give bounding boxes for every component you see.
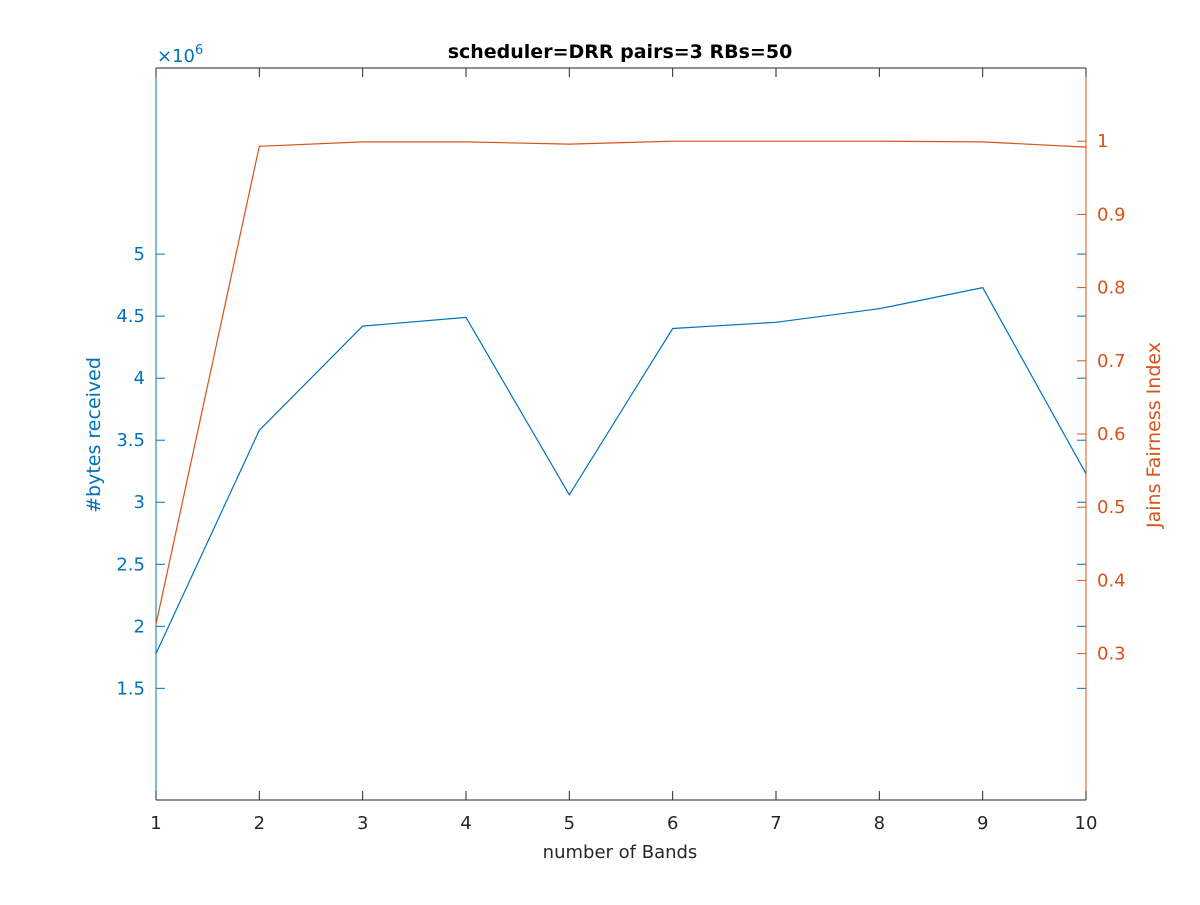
fairness-index-point (982, 141, 984, 143)
left-tick-label: 4.5 (116, 306, 145, 327)
right-axis-label: Jains Fairness Index (1143, 342, 1165, 529)
left-tick-label: 2.5 (116, 554, 145, 575)
left-tick-label: 2 (134, 616, 145, 637)
bytes-received-point (775, 321, 777, 323)
x-tick-label: 8 (874, 813, 885, 834)
bytes-received-series-line (155, 287, 1087, 654)
right-tick-label: 0.4 (1097, 570, 1126, 591)
axes-layer: 1 2 3 4 5 6 7 8 9 10 1.5 2 2.5 3 3.5 4 4.5 5 0.3 0.4 0.5 0.6 0… (116, 67, 1126, 834)
right-tick-label: 1 (1097, 131, 1108, 152)
fairness-index-point (878, 140, 880, 142)
x-tick-label: 4 (460, 813, 471, 834)
x-tick-label: 2 (254, 813, 265, 834)
right-tick-label: 0.3 (1097, 644, 1126, 665)
fairness-index-point (568, 143, 570, 145)
series-layer (155, 140, 1087, 655)
fairness-index-point (362, 141, 364, 143)
x-tick-label: 9 (977, 813, 988, 834)
left-tick-label: 5 (134, 244, 145, 265)
fairness-index-point (672, 140, 674, 142)
left-tick-label: 4 (134, 368, 145, 389)
fairness-index-series-line (155, 140, 1087, 625)
bytes-received-point (465, 316, 467, 318)
bytes-received-point (982, 287, 984, 289)
left-axis-exponent: ×106 (157, 43, 203, 67)
left-axis-label: #bytes received (83, 357, 105, 513)
fairness-index-point (155, 623, 157, 625)
fairness-index-point (465, 141, 467, 143)
right-tick-label: 0.5 (1097, 497, 1126, 518)
fairness-index-point (1085, 146, 1087, 148)
x-tick-label: 6 (667, 813, 678, 834)
x-tick-label: 1 (150, 813, 161, 834)
left-tick-label: 3 (134, 492, 145, 513)
x-tick-label: 5 (564, 813, 575, 834)
left-tick-label: 3.5 (116, 430, 145, 451)
left-tick-label: 1.5 (116, 678, 145, 699)
right-tick-label: 0.8 (1097, 278, 1126, 299)
right-tick-label: 0.7 (1097, 351, 1126, 372)
bytes-received-point (672, 327, 674, 330)
bytes-received-point (155, 653, 157, 655)
exponent-base: ×10 (157, 46, 195, 67)
exponent-power: 6 (195, 43, 203, 58)
fairness-index-point (775, 140, 777, 142)
bytes-received-point (362, 325, 364, 327)
x-tick-label: 10 (1075, 813, 1098, 834)
bytes-received-point (878, 308, 880, 310)
right-tick-label: 0.6 (1097, 424, 1126, 445)
chart-title: scheduler=DRR pairs=3 RBs=50 (448, 41, 793, 63)
bytes-received-point (1085, 473, 1087, 475)
x-tick-label: 7 (770, 813, 781, 834)
x-axis-label: number of Bands (543, 842, 698, 863)
bytes-received-point (568, 494, 570, 496)
bytes-received-point (258, 429, 260, 431)
x-tick-label: 3 (357, 813, 368, 834)
fairness-index-point (258, 145, 260, 147)
right-tick-label: 0.9 (1097, 204, 1126, 225)
